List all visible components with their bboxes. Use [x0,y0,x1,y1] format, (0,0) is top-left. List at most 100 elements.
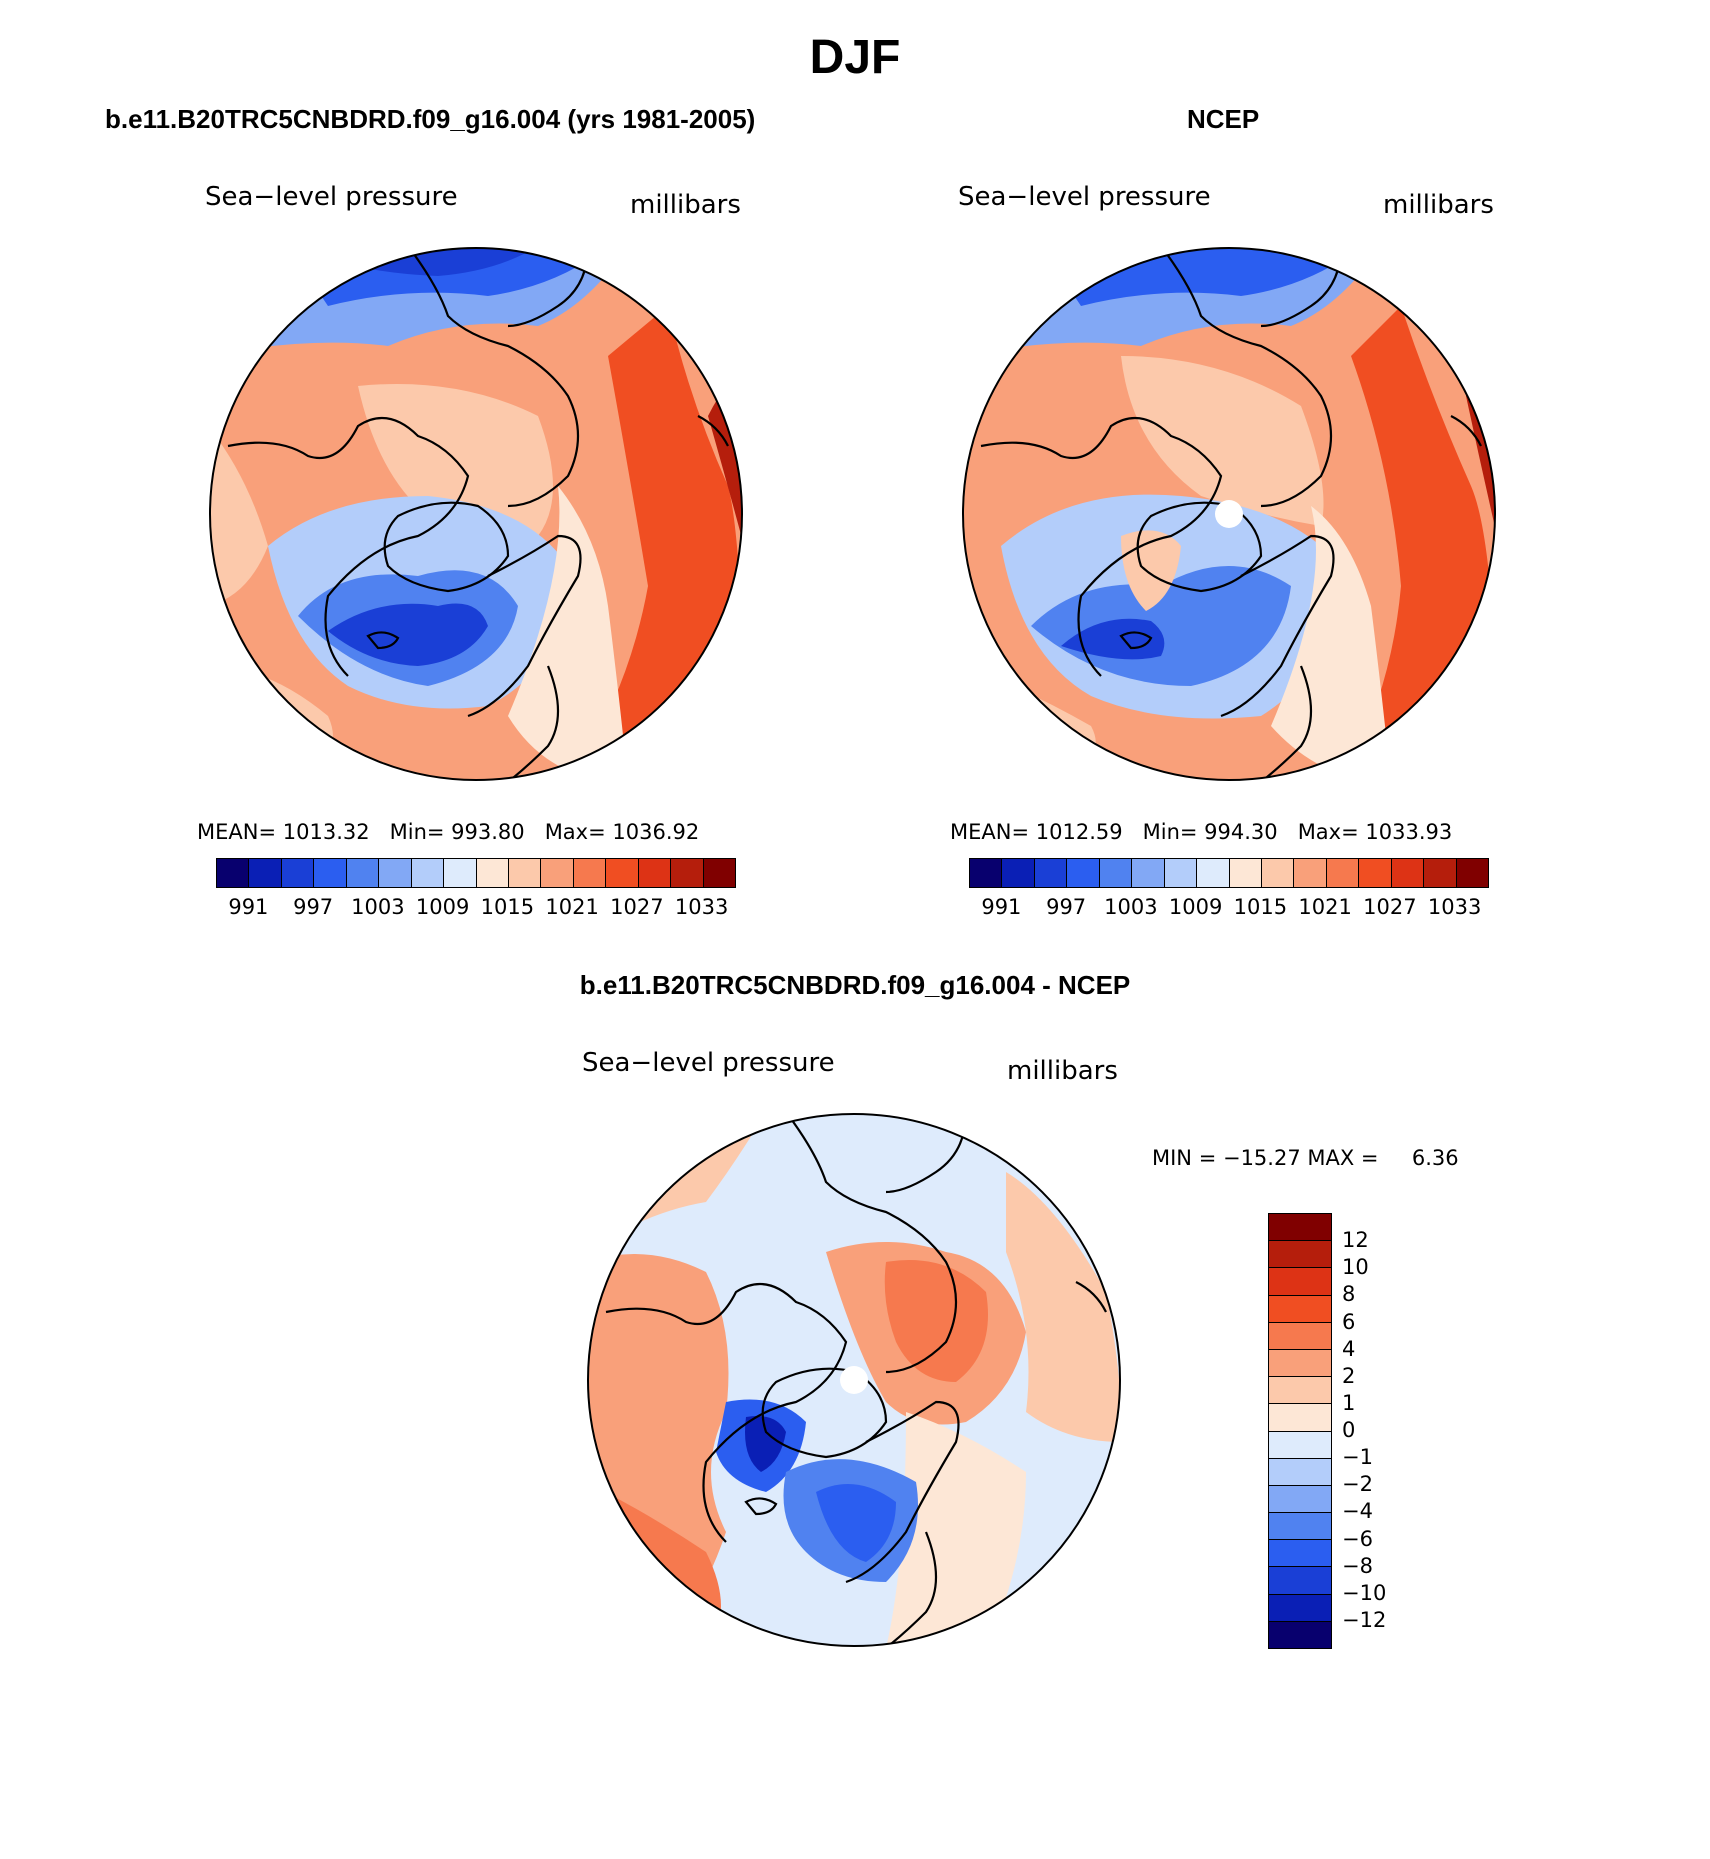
colorbar-tick-label: −2 [1342,1472,1373,1497]
panel-2-units-label: millibars [1383,190,1494,220]
colorbar-swatch [346,859,380,887]
colorbar-swatch [1229,859,1262,887]
colorbar-swatch [1269,1214,1331,1242]
panel-1-polar-map [209,247,743,781]
map-boundary [587,1113,1121,1647]
colorbar-tick-label: −12 [1342,1607,1387,1632]
colorbar-swatch [1099,859,1133,887]
colorbar-swatch [314,859,347,887]
colorbar-swatch [379,859,412,887]
mean-value: 1013.32 [282,820,370,844]
panel-3-title: b.e11.B20TRC5CNBDRD.f09_g16.004 - NCEP [579,970,1131,1000]
panel-1-colorbar [216,858,736,888]
colorbar-tick-label: 1027 [610,895,664,919]
colorbar-swatch [1269,1404,1331,1432]
colorbar-swatch [444,859,477,887]
max-label: Max= [544,820,606,844]
colorbar-swatch [638,859,672,887]
max-label: Max= [1297,820,1359,844]
colorbar-tick-label: −10 [1342,1580,1387,1605]
panel-3-units-label: millibars [1007,1056,1118,1086]
max-value: 1033.93 [1365,820,1453,844]
panel-3-colorbar [1268,1213,1332,1649]
colorbar-tick-label: 1033 [1427,895,1482,919]
colorbar-swatch [1269,1241,1331,1269]
min-value: 994.30 [1204,820,1278,844]
panel-3-stats: MIN = −15.27 MAX = 6.36 [1152,1146,1459,1170]
colorbar-swatch [1269,1567,1331,1595]
colorbar-tick-label: 6 [1342,1309,1356,1334]
colorbar-swatch [1269,1295,1331,1323]
colorbar-tick-label: 8 [1342,1282,1356,1307]
mean-label: MEAN= [197,820,277,844]
panel-2-colorbar-ticks: 991 997 1003 1009 1015 1021 1027 1033 [969,895,1487,925]
map-fill-region [1121,530,1181,611]
colorbar-tick-label: 1003 [1104,895,1158,919]
map-fill-region [884,1260,988,1382]
colorbar-swatch [411,859,445,887]
colorbar-swatch [1269,1431,1331,1459]
colorbar-tick-label: 2 [1342,1363,1356,1388]
colorbar-swatch [1269,1485,1331,1514]
colorbar-swatch [1034,859,1068,887]
colorbar-tick-label: 991 [981,895,1022,919]
colorbar-tick-label: 1003 [351,895,405,919]
min-value: 993.80 [451,820,525,844]
colorbar-tick-label: 1009 [415,895,470,919]
colorbar-swatch [1294,859,1327,887]
colorbar-swatch [573,859,607,887]
colorbar-tick-label: −8 [1342,1553,1373,1578]
colorbar-tick-label: 1 [1342,1390,1356,1415]
colorbar-swatch [249,859,282,887]
colorbar-swatch [1326,859,1360,887]
colorbar-swatch [671,859,704,887]
panel-2-colorbar [969,858,1489,888]
map-fill-region [1121,356,1324,526]
min-label: Min= [1142,820,1198,844]
colorbar-tick-label: 1015 [1233,895,1288,919]
colorbar-swatch [1269,1349,1331,1378]
colorbar-swatch [508,859,542,887]
map-fill-region [745,1416,786,1472]
pole-hole [1215,500,1243,528]
colorbar-swatch [1132,859,1165,887]
colorbar-tick-label: 1021 [1298,895,1352,919]
map-fill-region [328,603,488,666]
map-boundary [209,247,743,781]
panel-1-units-label: millibars [630,190,741,220]
panel-2-polar-map [962,247,1496,781]
colorbar-tick-label: 12 [1342,1228,1369,1253]
map-fill-region [886,1412,1026,1646]
panel-2-title: NCEP [1187,104,1260,134]
colorbar-tick-label: −4 [1342,1499,1373,1524]
map-fill-region [1031,566,1291,686]
colorbar-swatch [1002,859,1035,887]
colorbar-swatch [606,859,639,887]
colorbar-swatch [1359,859,1392,887]
map-fill-region [1061,618,1165,660]
pole-hole [840,1366,868,1394]
colorbar-swatch [1269,1594,1331,1622]
colorbar-swatch [281,859,315,887]
colorbar-swatch [1269,1268,1331,1296]
colorbar-tick-label: 1033 [674,895,729,919]
colorbar-swatch [1391,859,1425,887]
colorbar-tick-label: 1009 [1168,895,1223,919]
panel-1-stats: MEAN= 1013.32 Min= 993.80 Max= 1036.92 [197,820,699,844]
colorbar-swatch [1269,1540,1331,1568]
colorbar-swatch [1261,859,1295,887]
colorbar-swatch [1197,859,1230,887]
panel-1-variable-label: Sea−level pressure [205,182,458,212]
colorbar-tick-label: 991 [228,895,269,919]
colorbar-tick-label: 4 [1342,1336,1356,1361]
colorbar-swatch [1424,859,1457,887]
colorbar-tick-label: 1021 [545,895,599,919]
map-fill-region [210,426,268,606]
colorbar-swatch [703,859,735,887]
colorbar-tick-label: 997 [293,895,334,919]
max-value: 1036.92 [612,820,700,844]
figure-title: DJF [809,31,901,84]
colorbar-swatch [1269,1458,1331,1486]
colorbar-swatch [1269,1513,1331,1541]
colorbar-swatch [1164,859,1198,887]
